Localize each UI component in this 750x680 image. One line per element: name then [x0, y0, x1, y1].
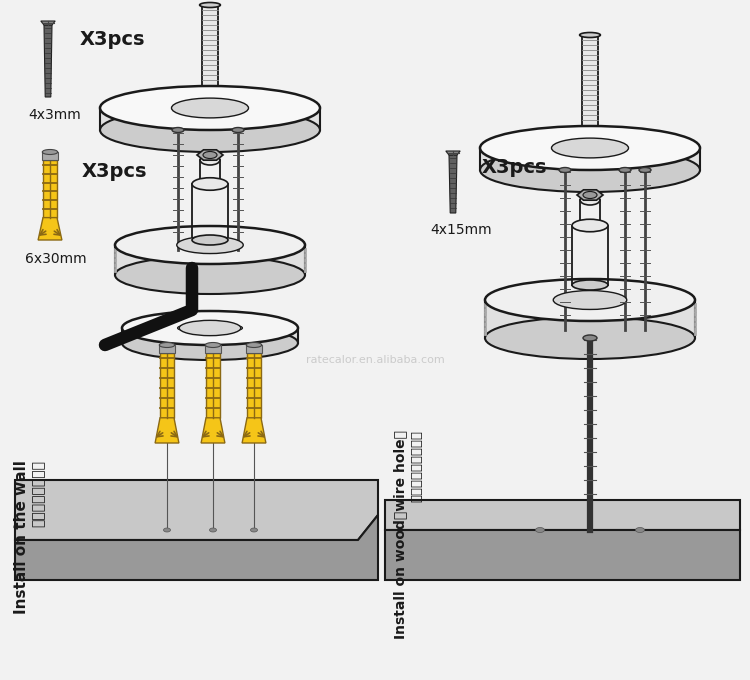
Ellipse shape — [246, 343, 262, 347]
Ellipse shape — [100, 108, 320, 152]
Ellipse shape — [115, 226, 305, 264]
Text: 板面安装（心线孔）: 板面安装（心线孔） — [410, 430, 424, 502]
Ellipse shape — [583, 192, 597, 199]
Ellipse shape — [551, 138, 628, 158]
Polygon shape — [38, 218, 62, 240]
Polygon shape — [206, 345, 220, 353]
Ellipse shape — [232, 128, 244, 133]
Ellipse shape — [192, 177, 228, 190]
Polygon shape — [200, 160, 220, 184]
Text: X3pcs: X3pcs — [80, 30, 146, 49]
Polygon shape — [42, 152, 58, 160]
Ellipse shape — [179, 320, 241, 336]
Polygon shape — [247, 353, 261, 418]
Ellipse shape — [480, 126, 700, 170]
Ellipse shape — [42, 150, 58, 154]
Ellipse shape — [619, 167, 631, 173]
Ellipse shape — [200, 3, 220, 7]
Polygon shape — [115, 245, 305, 275]
Text: 墙面安装（明装）: 墙面安装（明装） — [31, 460, 45, 527]
Polygon shape — [485, 300, 695, 338]
Ellipse shape — [536, 528, 544, 532]
Ellipse shape — [559, 167, 571, 173]
Polygon shape — [192, 184, 228, 240]
Ellipse shape — [251, 528, 257, 532]
Polygon shape — [202, 5, 218, 108]
Polygon shape — [15, 515, 378, 580]
Ellipse shape — [580, 195, 600, 205]
Ellipse shape — [206, 326, 214, 330]
Polygon shape — [577, 190, 603, 200]
Text: Install on the wall: Install on the wall — [14, 460, 29, 614]
Ellipse shape — [639, 167, 651, 173]
Polygon shape — [446, 151, 460, 155]
Polygon shape — [206, 353, 220, 418]
Ellipse shape — [122, 326, 298, 360]
Ellipse shape — [233, 326, 242, 330]
Ellipse shape — [159, 343, 175, 347]
Ellipse shape — [177, 237, 243, 254]
Ellipse shape — [572, 219, 608, 232]
Ellipse shape — [164, 528, 170, 532]
Polygon shape — [242, 418, 266, 443]
Text: 4x3mm: 4x3mm — [28, 108, 81, 122]
Text: 6x30mm: 6x30mm — [25, 252, 86, 266]
Ellipse shape — [485, 279, 695, 321]
Text: ratecalor.en.alibaba.com: ratecalor.en.alibaba.com — [306, 355, 444, 365]
Ellipse shape — [122, 311, 298, 345]
Polygon shape — [480, 148, 700, 170]
Polygon shape — [100, 108, 320, 130]
Polygon shape — [246, 345, 262, 353]
Text: Install on wood（wire hole）: Install on wood（wire hole） — [393, 430, 407, 639]
Polygon shape — [197, 150, 223, 160]
Ellipse shape — [115, 256, 305, 294]
Polygon shape — [449, 155, 457, 213]
Polygon shape — [15, 480, 378, 540]
Ellipse shape — [100, 86, 320, 130]
Polygon shape — [385, 530, 740, 580]
Ellipse shape — [178, 326, 187, 330]
Text: 4x15mm: 4x15mm — [430, 223, 492, 237]
Ellipse shape — [485, 317, 695, 359]
Polygon shape — [40, 21, 56, 25]
Ellipse shape — [206, 343, 220, 347]
Polygon shape — [385, 500, 740, 530]
Ellipse shape — [583, 335, 597, 341]
Text: X3pcs: X3pcs — [482, 158, 548, 177]
Polygon shape — [582, 35, 598, 148]
Polygon shape — [160, 353, 174, 418]
Ellipse shape — [209, 528, 217, 532]
Ellipse shape — [580, 33, 601, 37]
Ellipse shape — [480, 148, 700, 192]
Ellipse shape — [192, 235, 228, 245]
Polygon shape — [201, 418, 225, 443]
Ellipse shape — [200, 155, 220, 165]
Polygon shape — [155, 418, 179, 443]
Polygon shape — [122, 328, 298, 343]
Ellipse shape — [572, 280, 608, 290]
Polygon shape — [572, 226, 608, 285]
Ellipse shape — [172, 128, 184, 133]
Ellipse shape — [635, 528, 644, 532]
Ellipse shape — [554, 290, 627, 309]
Ellipse shape — [172, 98, 248, 118]
Polygon shape — [44, 25, 52, 97]
Polygon shape — [159, 345, 175, 353]
Text: X3pcs: X3pcs — [82, 162, 148, 181]
Ellipse shape — [203, 152, 217, 158]
Polygon shape — [580, 200, 600, 226]
Polygon shape — [43, 160, 57, 218]
